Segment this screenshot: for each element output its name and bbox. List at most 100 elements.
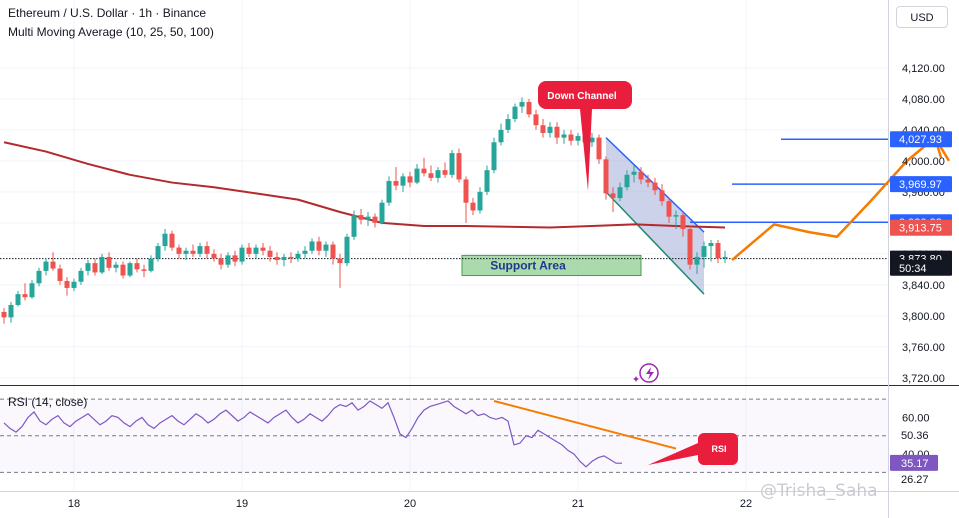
- down-channel-label: Down Channel: [547, 91, 617, 102]
- candle-body: [610, 193, 616, 199]
- currency-button[interactable]: USD: [896, 6, 948, 28]
- candle: [190, 244, 196, 257]
- candle: [561, 129, 567, 144]
- candle-body: [428, 173, 434, 178]
- candle-body: [57, 268, 63, 281]
- candle: [323, 241, 329, 257]
- candle: [316, 236, 322, 256]
- candle-body: [22, 294, 28, 298]
- candle-body: [211, 253, 217, 259]
- candle-body: [176, 247, 182, 254]
- candle: [197, 242, 203, 257]
- candle: [1, 308, 7, 324]
- candle-body: [260, 247, 266, 251]
- candle: [603, 156, 609, 200]
- candle-body: [274, 256, 280, 261]
- candle-body: [197, 246, 203, 254]
- price-label-text: 3,969.97: [899, 179, 942, 191]
- candle-body: [533, 114, 539, 126]
- candle-body: [78, 270, 84, 282]
- candle: [113, 261, 119, 273]
- candle-body: [652, 182, 658, 191]
- candle: [659, 184, 665, 206]
- candle-body: [225, 255, 231, 265]
- price-tick-label: 3,800.00: [902, 311, 945, 323]
- candle: [295, 250, 301, 262]
- candle: [64, 277, 70, 296]
- candle-body: [477, 191, 483, 211]
- candle: [491, 137, 497, 174]
- rsi-legend[interactable]: RSI (14, close): [8, 395, 88, 409]
- candle: [617, 182, 623, 202]
- candle: [421, 157, 427, 177]
- candle-body: [92, 263, 98, 273]
- candle: [673, 210, 679, 230]
- rsi-value-box: [890, 428, 938, 443]
- candle-body: [85, 263, 91, 271]
- rsi-pane: RSI: [0, 398, 888, 473]
- candle: [57, 264, 63, 285]
- candle: [722, 250, 728, 264]
- candle-body: [624, 174, 630, 188]
- candle-body: [631, 171, 637, 175]
- candle-body: [8, 304, 14, 318]
- support-area-label: Support Area: [490, 258, 566, 272]
- time-tick-label: 21: [572, 498, 584, 510]
- candle: [568, 129, 574, 146]
- indicator-legend[interactable]: Multi Moving Average (10, 25, 50, 100): [8, 25, 214, 39]
- candle: [253, 244, 259, 259]
- candle-body: [232, 255, 238, 262]
- lightning-icon-bolt: [646, 367, 654, 380]
- candle: [386, 176, 392, 206]
- candle-body: [540, 125, 546, 133]
- candle-body: [561, 134, 567, 138]
- candle-body: [694, 256, 700, 265]
- candle-body: [393, 181, 399, 186]
- candle-body: [183, 250, 189, 254]
- candle: [624, 170, 630, 191]
- candle-body: [386, 181, 392, 203]
- price-label-text: 4,027.93: [899, 134, 942, 146]
- candle: [449, 150, 455, 178]
- price-tick-label: 4,080.00: [902, 94, 945, 106]
- rsi-value-text: 50.36: [901, 430, 929, 442]
- candle: [204, 241, 210, 259]
- price-label-text: 3,913.75: [899, 223, 942, 235]
- candle-body: [498, 129, 504, 143]
- candle-body: [323, 244, 329, 251]
- candle-body: [106, 256, 112, 268]
- price-label-blue: 3,969.97: [890, 176, 952, 193]
- candle: [99, 253, 105, 274]
- candle: [526, 98, 532, 118]
- candle: [15, 291, 21, 307]
- candle: [393, 167, 399, 191]
- candle: [127, 261, 133, 278]
- candle: [680, 212, 686, 237]
- candle: [407, 171, 413, 188]
- candle-body: [449, 153, 455, 175]
- candle-body: [547, 126, 553, 133]
- candle-body: [701, 246, 707, 257]
- candle-body: [470, 202, 476, 211]
- candle-body: [463, 179, 469, 203]
- candle-body: [316, 241, 322, 251]
- candle: [554, 122, 560, 144]
- time-tick-label: 20: [404, 498, 416, 510]
- candle: [274, 252, 280, 265]
- candle-body: [575, 136, 581, 141]
- axis-layer: 4,120.004,080.004,040.004,000.003,960.00…: [68, 63, 945, 510]
- candle-body: [358, 215, 364, 220]
- rsi-line: [3, 400, 622, 468]
- candle-body: [526, 101, 532, 115]
- candle-body: [456, 153, 462, 180]
- candle: [92, 258, 98, 276]
- rsi-value-label: 26.27: [890, 472, 938, 487]
- candle-body: [337, 258, 343, 264]
- candle: [400, 173, 406, 192]
- candle: [162, 229, 168, 251]
- candle: [50, 252, 56, 271]
- candle: [183, 247, 189, 261]
- candle: [22, 283, 28, 301]
